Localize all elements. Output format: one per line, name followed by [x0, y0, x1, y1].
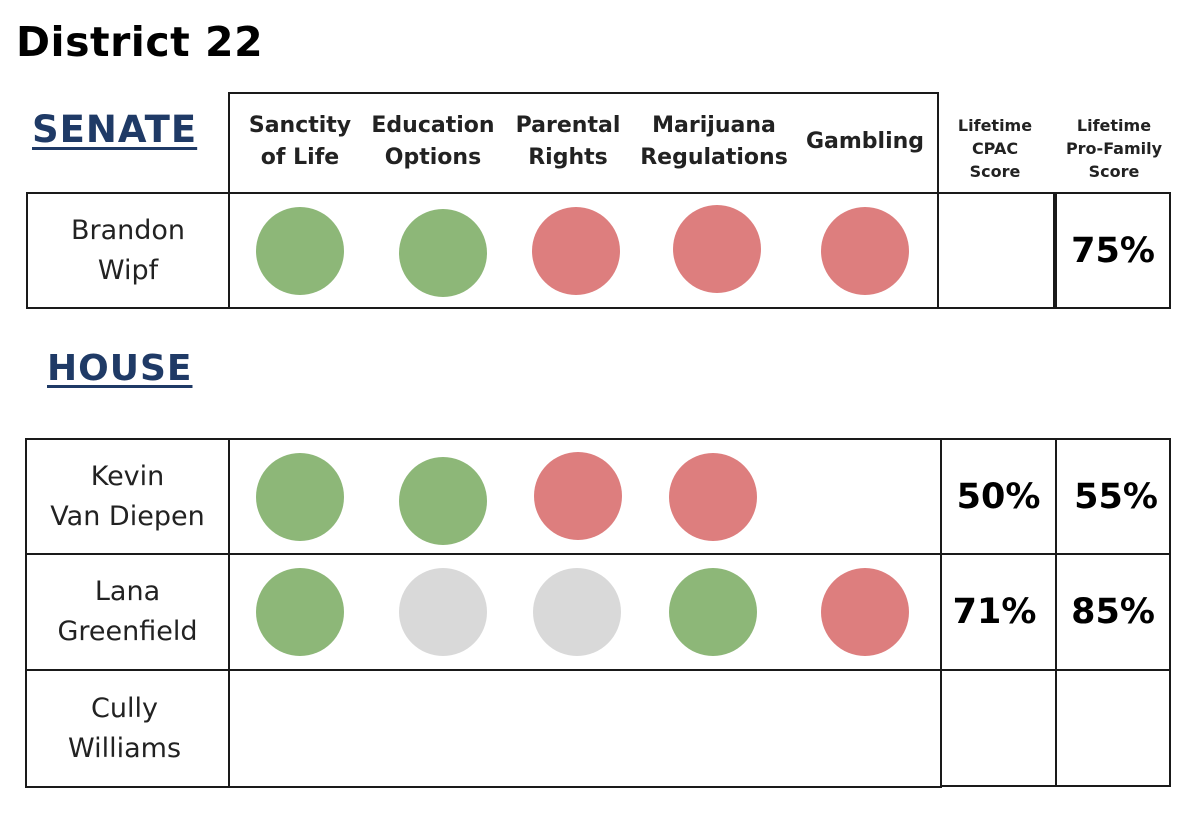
- senate-cpac-cell: [937, 192, 1055, 309]
- rating-dot-oppose: [821, 568, 909, 656]
- rating-dot-no-vote: [399, 568, 487, 656]
- pro-family-score: 75%: [1071, 230, 1155, 271]
- column-header-parental-rights: Parental Rights: [515, 113, 621, 170]
- page-title: District 22: [16, 18, 264, 66]
- senate-heading: SENATE: [32, 108, 198, 151]
- rating-dot-support: [399, 209, 487, 297]
- column-header-gambling: Gambling: [805, 129, 925, 154]
- house-name-cell: [25, 669, 230, 788]
- pro-family-score: 85%: [1071, 592, 1155, 632]
- house-pro-family-cell: [1055, 553, 1171, 671]
- house-cpac-cell: [940, 669, 1057, 787]
- rating-dot-oppose: [821, 207, 909, 295]
- column-header-education-options: Education Options: [371, 113, 495, 170]
- house-cpac-cell: [940, 438, 1057, 555]
- rating-dot-oppose: [534, 452, 622, 540]
- candidate-name: Cully Williams: [67, 692, 182, 764]
- issue-header-box: [228, 92, 939, 194]
- column-header-marijuana-regulations: Marijuana Regulations: [640, 113, 788, 170]
- rating-dot-no-vote: [533, 568, 621, 656]
- candidate-name: Brandon Wipf: [70, 214, 186, 286]
- column-header-sanctity-of-life: Sanctity of Life: [248, 113, 352, 170]
- column-header-pro-family-score: Lifetime Pro-Family Score: [1065, 115, 1163, 181]
- candidate-name: Lana Greenfield: [57, 576, 198, 647]
- senate-name-cell: [26, 192, 230, 309]
- rating-dot-support: [256, 453, 344, 541]
- house-ratings-cell: [228, 669, 942, 788]
- rating-dot-oppose: [669, 453, 757, 541]
- cpac-score: 50%: [956, 476, 1041, 517]
- rating-dot-support: [256, 207, 344, 295]
- pro-family-score: 55%: [1074, 476, 1158, 517]
- rating-dot-oppose: [532, 207, 620, 295]
- cpac-score: 71%: [952, 592, 1037, 632]
- house-name-cell: [25, 438, 230, 555]
- senate-pro-family-cell: [1055, 192, 1171, 309]
- rating-dot-oppose: [673, 205, 761, 293]
- column-header-cpac-score: Lifetime CPAC Score: [957, 115, 1033, 181]
- rating-dot-support: [399, 457, 487, 545]
- house-heading: HOUSE: [47, 348, 193, 389]
- candidate-name: Kevin Van Diepen: [50, 460, 205, 532]
- house-name-cell: [25, 553, 230, 671]
- rating-dot-support: [669, 568, 757, 656]
- rating-dot-support: [256, 568, 344, 656]
- house-pro-family-cell: [1055, 669, 1171, 787]
- house-pro-family-cell: [1055, 438, 1171, 555]
